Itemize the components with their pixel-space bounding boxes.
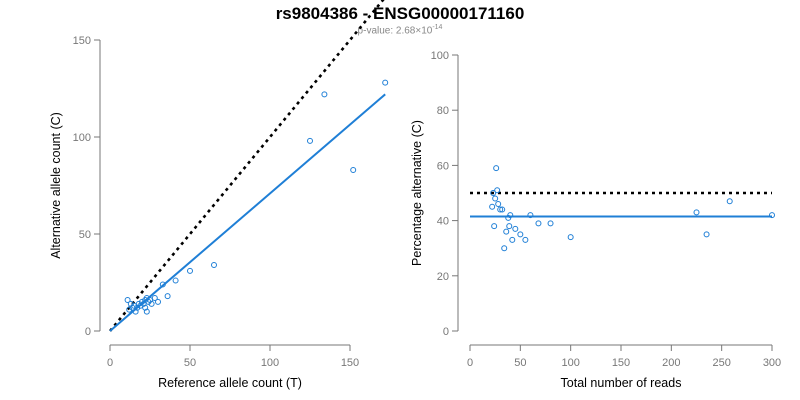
data-point	[506, 223, 513, 230]
data-point	[522, 236, 529, 243]
y-tick-label: 60	[437, 160, 449, 172]
x-axis-label: Total number of reads	[561, 376, 682, 390]
data-point	[494, 187, 501, 194]
data-point	[142, 304, 149, 311]
data-point	[726, 198, 733, 205]
p-value-subtitle: p-value: 2.68×10-14	[0, 24, 800, 36]
data-point	[535, 220, 542, 227]
data-point	[703, 231, 710, 238]
data-point	[489, 203, 496, 210]
data-point	[148, 300, 155, 307]
data-point	[769, 212, 775, 219]
y-tick-label: 0	[85, 326, 91, 338]
data-point	[211, 262, 217, 269]
x-tick-label: 50	[184, 357, 196, 369]
data-point	[517, 231, 524, 238]
chart-title: rs9804386 - ENSG00000171160	[275, 4, 525, 23]
data-point	[509, 236, 516, 243]
data-point	[164, 293, 171, 300]
y-tick-label: 80	[437, 105, 449, 117]
data-point	[503, 228, 510, 235]
data-point	[151, 295, 158, 302]
data-point	[307, 137, 313, 144]
data-point	[321, 91, 328, 98]
data-point	[693, 209, 700, 216]
x-tick-label: 150	[341, 357, 359, 369]
x-tick-label: 150	[612, 357, 630, 369]
x-tick-label: 100	[561, 357, 579, 369]
y-tick-label: 150	[73, 35, 91, 47]
data-point	[187, 267, 193, 274]
p-value-text: p-value: 2.68×10	[357, 25, 433, 37]
data-point	[512, 225, 519, 232]
data-point	[527, 212, 534, 219]
p-value-exponent: -14	[432, 24, 443, 31]
data-point	[143, 308, 150, 315]
data-point	[567, 234, 574, 241]
data-point	[155, 298, 161, 305]
data-point	[492, 195, 499, 202]
right-scatter-panel: 0 20 40 60 80 100 0 50 100 150 200 250 300 Total numb…	[410, 50, 781, 390]
data-point	[501, 245, 508, 252]
data-point	[490, 190, 497, 196]
data-point	[172, 277, 179, 284]
x-tick-label: 200	[662, 357, 680, 369]
data-point	[491, 223, 498, 230]
y-axis-label: Percentage alternative (C)	[410, 120, 424, 266]
y-tick-label: 100	[73, 132, 91, 144]
data-point	[507, 212, 514, 219]
y-tick-label: 50	[79, 229, 91, 241]
data-point	[382, 79, 389, 86]
data-point	[495, 201, 502, 208]
data-point	[493, 165, 500, 172]
data-point	[497, 206, 504, 213]
x-tick-label: 50	[514, 357, 526, 369]
x-tick-label: 0	[467, 357, 473, 369]
y-tick-label: 40	[437, 216, 449, 228]
y-tick-label: 100	[431, 50, 449, 62]
x-tick-label: 250	[712, 357, 730, 369]
x-axis-label: Reference allele count (T)	[158, 376, 302, 390]
fit-line	[109, 93, 386, 332]
left-scatter-panel: 0 50 100 150 0 50 100 150 Reference allele count…	[49, 0, 389, 390]
reference-line	[108, 0, 385, 332]
y-tick-label: 0	[443, 326, 449, 338]
data-point	[350, 166, 357, 173]
x-tick-label: 300	[763, 357, 781, 369]
x-tick-label: 100	[261, 357, 279, 369]
y-axis-label: Alternative allele count (C)	[49, 112, 63, 259]
y-tick-label: 20	[437, 271, 449, 283]
data-point	[124, 296, 131, 303]
data-point	[547, 220, 554, 227]
x-tick-label: 0	[107, 357, 113, 369]
data-point	[499, 206, 506, 213]
